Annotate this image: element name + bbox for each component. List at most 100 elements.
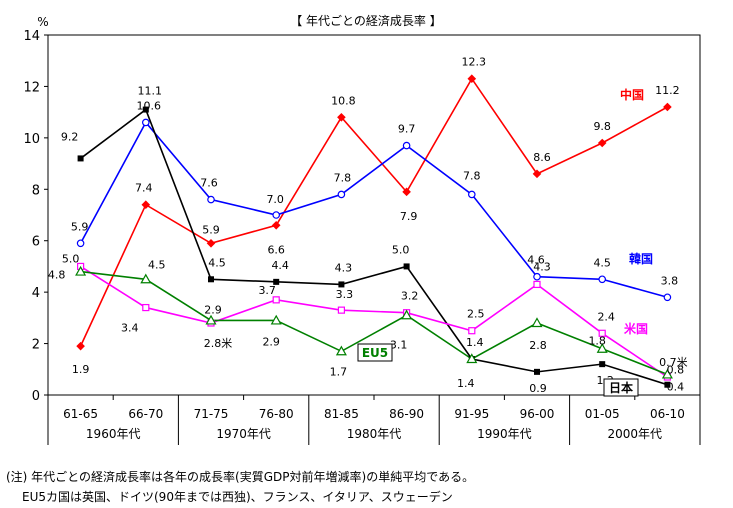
data-label: 11.2	[655, 84, 680, 97]
data-label: 7.6	[200, 177, 218, 190]
data-label: 9.8	[593, 120, 611, 133]
data-point	[335, 345, 347, 356]
series-line-1	[79, 121, 668, 299]
y-axis-unit: %	[37, 15, 48, 29]
data-label: 9.7	[398, 123, 416, 136]
data-label: 0.7米	[659, 356, 688, 369]
data-point	[142, 303, 150, 312]
data-point	[337, 112, 346, 122]
data-point	[402, 141, 411, 150]
data-point	[467, 190, 476, 199]
data-point	[77, 155, 84, 162]
growth-rate-chart: 【 年代ごとの経済成長率 】 % 0 2 4 6 8 10 12 14 61-65 66-70 71…	[23, 13, 701, 445]
data-label: 5.9	[202, 223, 220, 236]
data-point	[272, 211, 281, 219]
data-label: 7.0	[266, 193, 284, 206]
data-point	[337, 190, 346, 199]
decade-label: 1980年代	[347, 427, 402, 441]
data-point	[596, 342, 608, 353]
data-point	[205, 314, 217, 325]
data-label: 4.8	[48, 269, 66, 282]
data-point	[661, 368, 673, 379]
data-label: 2.5	[467, 308, 485, 321]
y-tick-label: 8	[32, 183, 40, 198]
data-label: 5.9	[71, 220, 89, 233]
y-tick-label: 0	[32, 389, 40, 404]
data-point	[140, 273, 152, 284]
x-tick-label: 71-75	[194, 407, 229, 421]
data-label: 4.6	[527, 254, 545, 267]
data-label: 2.9	[204, 303, 222, 316]
series-label-box	[603, 378, 639, 397]
data-label: 3.4	[121, 322, 139, 335]
data-label: 4.3	[335, 261, 353, 274]
chart-title: 【 年代ごとの経済成長率 】	[290, 13, 442, 28]
data-label: 3.1	[390, 338, 408, 351]
data-label: 2.9	[262, 335, 280, 348]
data-label: 1.9	[72, 363, 90, 376]
data-point	[532, 169, 542, 179]
data-point	[273, 278, 280, 285]
y-tick-label: 6	[32, 235, 40, 250]
y-tick-label: 2	[32, 338, 40, 353]
data-point	[207, 195, 215, 204]
data-label: 0.4	[667, 381, 685, 394]
data-label: 1.4	[457, 377, 475, 390]
data-point	[403, 263, 410, 270]
x-tick-label: 76-80	[259, 407, 294, 421]
data-label: 3.8	[661, 274, 679, 287]
data-label: 2.8	[529, 339, 547, 352]
data-label: 6.6	[267, 243, 285, 256]
data-point	[337, 306, 345, 314]
data-point	[271, 220, 281, 230]
data-point	[664, 381, 671, 388]
data-point	[533, 272, 541, 281]
data-label: 2.8米	[204, 337, 233, 350]
series-label: 韓国	[629, 251, 653, 266]
data-label: 4.5	[208, 256, 226, 269]
y-tick-label: 10	[23, 132, 40, 147]
data-point	[206, 238, 216, 248]
series-label: 日本	[609, 380, 633, 395]
footnote-line-2: EU5カ国は英国、ドイツ(90年までは西独)、フランス、イタリア、スウェーデン	[22, 490, 453, 504]
series-line-0	[79, 77, 668, 347]
x-tick-label: 86-90	[389, 407, 424, 421]
data-label: 12.3	[462, 56, 487, 69]
data-point	[598, 329, 606, 337]
data-point	[599, 361, 606, 368]
data-label: 2.4	[597, 310, 615, 323]
data-point	[467, 74, 477, 84]
y-tick-label: 14	[23, 29, 40, 44]
data-label: 1.4	[466, 336, 484, 349]
data-label: 1.8	[588, 335, 606, 348]
series-line-2	[80, 108, 668, 386]
x-tick-label: 81-85	[324, 407, 359, 421]
data-label: 7.4	[135, 182, 153, 195]
data-label: 5.0	[62, 252, 80, 265]
data-point	[142, 118, 150, 127]
data-label: 3.2	[401, 290, 419, 303]
data-point	[531, 317, 543, 328]
x-tick-label: 91-95	[454, 407, 489, 421]
data-point	[208, 276, 214, 283]
data-label: 4.5	[148, 258, 166, 271]
x-tick-label: 06-10	[650, 407, 685, 421]
y-tick-label: 4	[32, 286, 40, 301]
data-point	[598, 275, 607, 284]
data-label: 1.7	[330, 365, 348, 378]
series-label-box	[357, 343, 393, 362]
data-label: 7.8	[334, 171, 352, 184]
data-point	[76, 239, 85, 248]
data-point	[533, 280, 541, 289]
data-label: 11.1	[138, 85, 163, 98]
decade-label: 2000年代	[608, 427, 663, 441]
data-point	[270, 314, 282, 325]
x-tick-label: 66-70	[128, 407, 163, 421]
data-label: 8.6	[533, 151, 551, 164]
data-label: 0.9	[529, 382, 547, 395]
data-label: 4.5	[593, 256, 611, 269]
x-tick-label: 01-05	[585, 407, 620, 421]
data-label: 9.2	[61, 130, 79, 143]
series-line-3	[80, 265, 668, 378]
x-tick-label: 96-00	[520, 407, 555, 421]
